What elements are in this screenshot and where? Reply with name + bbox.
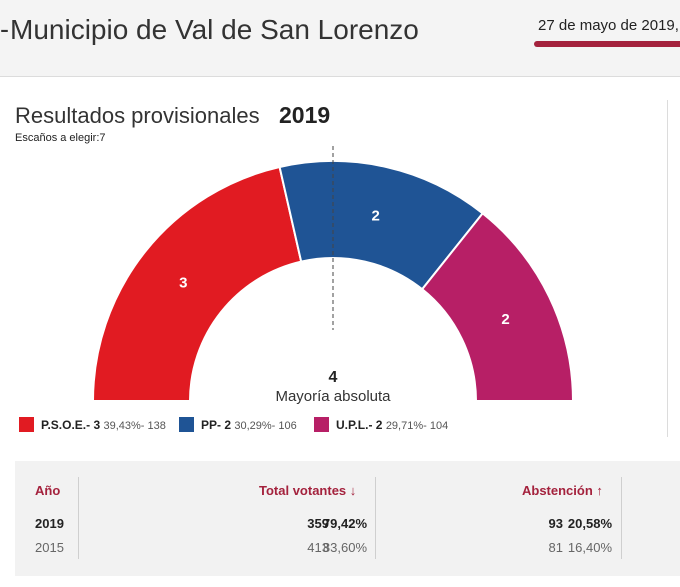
legend-swatch	[19, 417, 34, 432]
majority-label: Mayoría absoluta	[275, 388, 391, 405]
row-2019-abstention-pct: 20,58%	[567, 516, 612, 531]
row-2015-voters-pct: 83,60%	[322, 540, 367, 555]
row-2019-voters: 359	[307, 516, 329, 531]
col-header-year: Año	[35, 483, 61, 498]
legend-name: P.S.O.E.- 3	[41, 418, 101, 432]
row-2015-abstention-pct: 16,40%	[567, 540, 612, 555]
turnout-table: Año Total votantes ↓ Abstención ↑ 2019 3…	[15, 461, 680, 576]
voters-header-label: Total votantes	[259, 483, 347, 498]
abstention-header-label: Abstención	[522, 483, 593, 498]
page-title: Municipio de Val de San Lorenzo	[10, 14, 419, 45]
row-2019-voters-pct: 79,42%	[322, 516, 367, 531]
legend-name: PP- 2	[201, 418, 232, 432]
seat-count-label: 3	[179, 275, 187, 292]
seat-segment-0[interactable]	[91, 165, 303, 402]
row-2019-year: 2019	[35, 516, 64, 531]
date-underline	[534, 41, 680, 47]
arrow-up-icon: ↑	[596, 483, 603, 498]
legend-name: U.P.L.- 2	[336, 418, 383, 432]
page-header: - Municipio de Val de San Lorenzo 27 de …	[0, 0, 680, 77]
legend-item: P.S.O.E.- 3 39,43%- 138	[19, 417, 166, 432]
header-dash: -	[0, 14, 9, 44]
seats-value: 7	[99, 132, 106, 144]
divider	[667, 100, 668, 437]
arrow-down-icon: ↓	[349, 483, 357, 498]
row-2015-year: 2015	[35, 540, 64, 555]
legend-item: PP- 2 30,29%- 106	[179, 417, 297, 432]
legend-swatch	[179, 417, 194, 432]
row-2019-abstention: 93	[548, 516, 563, 531]
seats-to-elect: Escaños a elegir:7	[15, 132, 106, 144]
column-separator	[621, 477, 622, 559]
seat-count-label: 2	[371, 207, 379, 224]
column-separator	[375, 477, 376, 559]
column-separator	[78, 477, 79, 559]
row-2015-abstention: 81	[548, 540, 563, 555]
legend-detail: 39,43%- 138	[103, 420, 166, 432]
col-header-abstention[interactable]: Abstención ↑	[522, 483, 603, 498]
legend-item: U.P.L.- 2 29,71%- 104	[314, 417, 448, 432]
seats-label: Escaños a elegir:	[15, 132, 100, 144]
results-year: 2019	[279, 102, 331, 128]
legend-swatch	[314, 417, 329, 432]
row-2015-voters: 413	[307, 540, 329, 555]
col-header-voters[interactable]: Total votantes ↓	[259, 483, 356, 498]
seat-count-label: 2	[501, 311, 509, 328]
seat-segment-2[interactable]	[420, 211, 575, 402]
legend-detail: 29,71%- 104	[385, 420, 449, 432]
legend-detail: 30,29%- 106	[234, 420, 297, 432]
election-date: 27 de mayo de 2019,	[538, 17, 679, 34]
results-title: Resultados provisionales	[15, 103, 260, 128]
majority-value: 4	[329, 369, 338, 386]
